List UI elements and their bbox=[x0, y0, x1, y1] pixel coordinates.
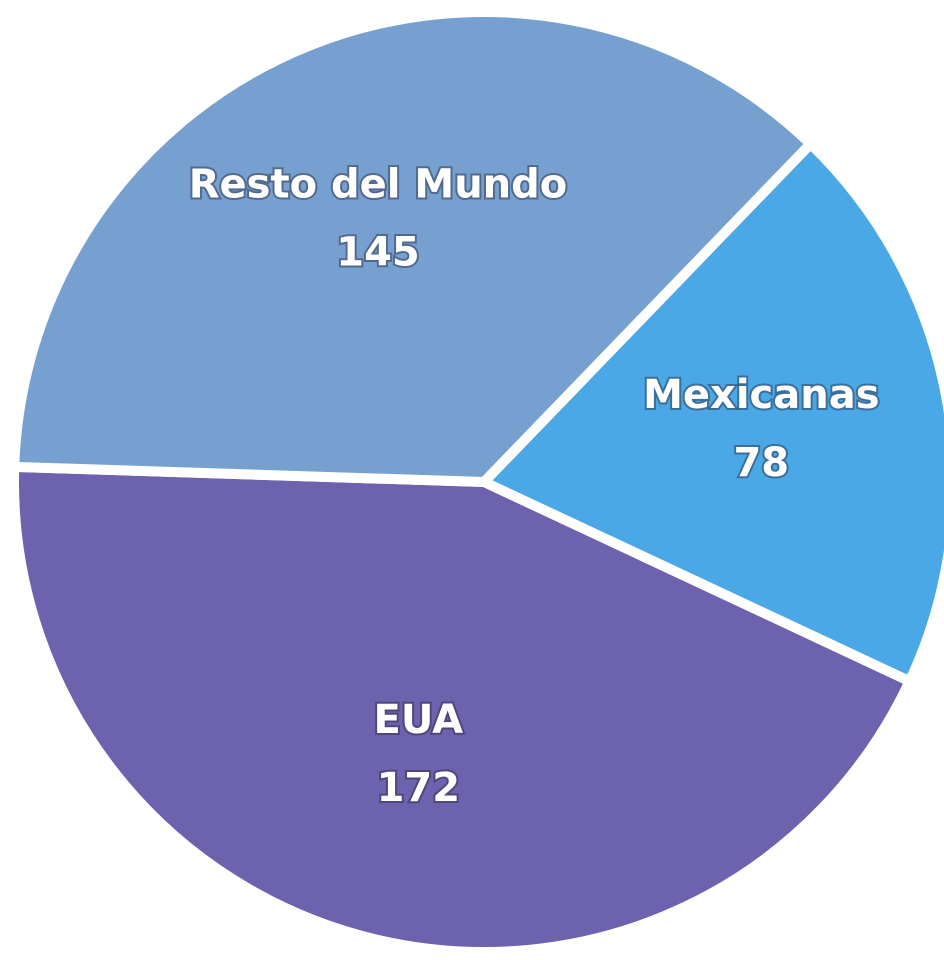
slice-value: 78 bbox=[733, 440, 789, 486]
slice-label: Mexicanas bbox=[643, 372, 879, 418]
pie-slice bbox=[9, 7, 816, 487]
pie-slice bbox=[479, 138, 944, 687]
pie-slice bbox=[9, 461, 915, 957]
slice-label: Resto del Mundo bbox=[189, 162, 568, 208]
slice-label: EUA bbox=[374, 697, 464, 743]
slice-value: 145 bbox=[336, 230, 420, 276]
slice-value: 172 bbox=[377, 765, 461, 811]
